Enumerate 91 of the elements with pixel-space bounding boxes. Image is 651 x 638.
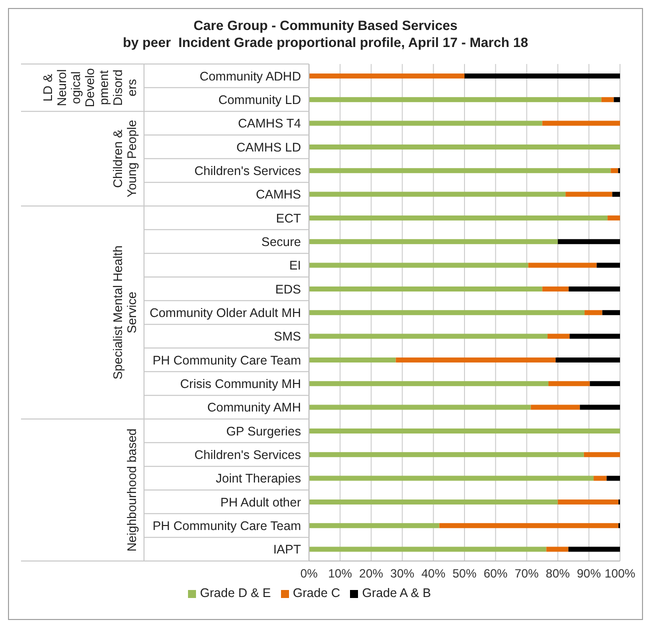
y-tick-label: Community Older Adult MH xyxy=(150,306,301,320)
bar xyxy=(614,97,620,102)
text: Neighbourhood based xyxy=(125,428,139,552)
y-tick-label: PH Community Care Team xyxy=(152,353,301,368)
bar xyxy=(309,334,548,339)
x-tick-label: 50% xyxy=(452,566,477,581)
bar xyxy=(596,262,620,268)
y-tick-label: Community LD xyxy=(218,92,301,107)
y-tick-label: GP Surgeries xyxy=(226,424,301,438)
x-tick-label: 90% xyxy=(576,566,602,581)
x-tick-label: 20% xyxy=(359,566,384,581)
chart-title: Care Group - Community Based Services by peer Incident Grade proportional profile, April 17 - March 18 xyxy=(122,17,530,51)
y-tick-label: PH Community Care Team xyxy=(152,518,301,533)
bar xyxy=(309,404,531,410)
bar xyxy=(309,523,440,528)
text: Specialist Mental Health Service xyxy=(111,245,139,380)
bar xyxy=(309,452,584,458)
legend-label: Grade A & B xyxy=(362,586,431,600)
bar xyxy=(568,546,620,552)
text: Children & Young People xyxy=(111,120,139,198)
legend-label: Grade C xyxy=(292,586,340,600)
bar xyxy=(580,404,620,410)
x-tick-label: 80% xyxy=(546,566,570,581)
bar xyxy=(584,452,620,458)
bar xyxy=(606,476,620,481)
bar xyxy=(309,286,542,292)
y-tick-label: CAMHS LD xyxy=(236,140,301,154)
bar xyxy=(439,523,618,528)
bar xyxy=(309,499,558,504)
bar xyxy=(558,499,618,504)
bar xyxy=(558,239,620,244)
y-tick-label: Community AMH xyxy=(207,400,301,415)
bar xyxy=(309,120,542,126)
legend-label: Grade D & E xyxy=(200,586,271,600)
x-tick-label: 40% xyxy=(421,566,446,581)
bar xyxy=(309,97,602,102)
x-tick-label: 30% xyxy=(390,566,415,581)
bar xyxy=(610,168,618,174)
y-tick-label: EDS xyxy=(275,282,301,296)
bar xyxy=(309,73,464,78)
y-tick-label: Children's Services xyxy=(194,448,301,462)
x-tick-label: 70% xyxy=(514,566,540,581)
bar xyxy=(602,310,620,316)
bar xyxy=(464,73,620,78)
bar xyxy=(309,192,566,197)
bar xyxy=(309,262,528,268)
bar xyxy=(548,334,570,339)
bar xyxy=(556,357,620,362)
y-tick-label: Community ADHD xyxy=(200,69,301,84)
bar xyxy=(590,381,620,386)
bar xyxy=(309,144,620,150)
bar xyxy=(309,168,611,174)
bar xyxy=(584,310,602,316)
bar xyxy=(309,381,548,386)
bar xyxy=(309,546,546,552)
bar xyxy=(309,239,558,244)
bar xyxy=(568,286,620,292)
y-tick-label: Secure xyxy=(261,234,302,249)
bar xyxy=(530,404,580,410)
text: LD & Neurological Development Disorders xyxy=(41,68,139,108)
bar xyxy=(309,476,594,481)
y-tick-label: Crisis Community MH xyxy=(180,376,301,391)
bar xyxy=(528,262,597,268)
bar xyxy=(548,381,590,386)
bar xyxy=(309,428,620,434)
bar xyxy=(612,192,620,197)
bar xyxy=(309,357,396,362)
bar xyxy=(608,215,620,220)
bar xyxy=(570,334,620,339)
y-tick-label: EI xyxy=(289,258,301,273)
y-tick-label: Children's Services xyxy=(194,164,301,178)
y-tick-label: PH Adult other xyxy=(220,495,301,510)
bar xyxy=(309,310,585,316)
bar xyxy=(309,215,608,220)
y-tick-label: ECT xyxy=(276,211,302,226)
bar xyxy=(594,476,607,481)
y-tick-label: IAPT xyxy=(273,542,302,557)
y-tick-label: Joint Therapies xyxy=(216,472,301,486)
bar xyxy=(396,357,556,362)
x-tick-label: 100% xyxy=(604,566,636,581)
bar xyxy=(546,546,568,552)
bar xyxy=(566,192,612,197)
y-tick-label: CAMHS xyxy=(256,188,301,202)
x-tick-label: 10% xyxy=(328,566,352,581)
bar xyxy=(542,286,569,292)
x-tick-label: 0% xyxy=(300,566,318,581)
bar xyxy=(601,97,614,102)
x-tick-label: 60% xyxy=(484,566,508,581)
y-tick-label: SMS xyxy=(274,330,301,344)
y-tick-label: CAMHS T4 xyxy=(238,116,302,131)
bar xyxy=(542,120,620,126)
